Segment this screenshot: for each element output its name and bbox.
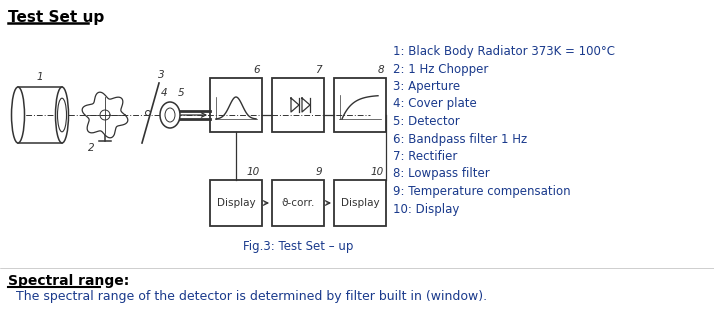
Text: 4: 4 bbox=[161, 88, 167, 98]
Text: 5: 5 bbox=[178, 88, 185, 98]
Text: 9: 9 bbox=[316, 167, 322, 177]
Bar bbox=[272, 180, 324, 226]
Text: 4: Cover plate: 4: Cover plate bbox=[393, 98, 477, 111]
Text: Fig.3: Test Set – up: Fig.3: Test Set – up bbox=[243, 240, 353, 253]
Text: The spectral range of the detector is determined by filter built in (window).: The spectral range of the detector is de… bbox=[16, 290, 487, 303]
Text: 2: 1 Hz Chopper: 2: 1 Hz Chopper bbox=[393, 62, 488, 75]
Text: 9: Temperature compensation: 9: Temperature compensation bbox=[393, 185, 570, 198]
Text: 3: 3 bbox=[158, 70, 165, 80]
Bar bbox=[210, 180, 262, 226]
Text: 3: Aperture: 3: Aperture bbox=[393, 80, 460, 93]
Text: 8: 8 bbox=[378, 65, 384, 75]
Ellipse shape bbox=[11, 87, 24, 143]
Bar bbox=[210, 78, 262, 132]
Text: 10: Display: 10: Display bbox=[393, 202, 459, 215]
Text: Spectral range:: Spectral range: bbox=[8, 274, 129, 288]
Text: 7: Rectifier: 7: Rectifier bbox=[393, 150, 458, 163]
Text: 1: Black Body Radiator 373K = 100°C: 1: Black Body Radiator 373K = 100°C bbox=[393, 45, 615, 58]
Text: 6: Bandpass filter 1 Hz: 6: Bandpass filter 1 Hz bbox=[393, 133, 527, 146]
Ellipse shape bbox=[160, 102, 180, 128]
Bar bbox=[272, 78, 324, 132]
Text: 1: 1 bbox=[36, 72, 44, 82]
Text: 10: 10 bbox=[247, 167, 260, 177]
Text: 8: Lowpass filter: 8: Lowpass filter bbox=[393, 167, 490, 180]
Text: 10: 10 bbox=[371, 167, 384, 177]
Text: Display: Display bbox=[216, 198, 256, 208]
Bar bbox=[334, 180, 386, 226]
Text: 6: 6 bbox=[253, 65, 260, 75]
Text: 7: 7 bbox=[316, 65, 322, 75]
Text: 5: Detector: 5: Detector bbox=[393, 115, 460, 128]
Ellipse shape bbox=[56, 87, 69, 143]
Text: 2: 2 bbox=[88, 143, 94, 153]
Text: Display: Display bbox=[341, 198, 379, 208]
Bar bbox=[334, 78, 386, 132]
Text: ϑ-corr.: ϑ-corr. bbox=[281, 198, 315, 208]
Text: Test Set up: Test Set up bbox=[8, 10, 104, 25]
